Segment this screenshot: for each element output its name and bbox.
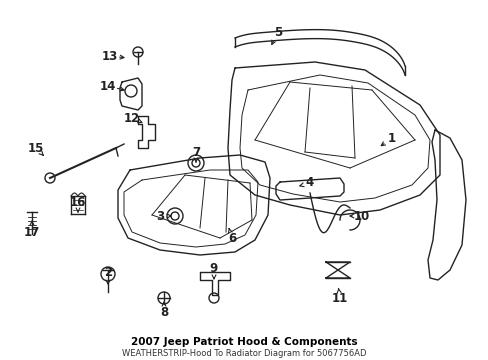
- Text: WEATHERSTRIP-Hood To Radiator Diagram for 5067756AD: WEATHERSTRIP-Hood To Radiator Diagram fo…: [122, 348, 366, 357]
- Text: 6: 6: [227, 231, 236, 244]
- Text: 4: 4: [305, 176, 313, 189]
- Text: 10: 10: [353, 210, 369, 222]
- Text: 2007 Jeep Patriot Hood & Components: 2007 Jeep Patriot Hood & Components: [131, 337, 357, 347]
- Text: 15: 15: [28, 141, 44, 154]
- Text: 17: 17: [24, 225, 40, 238]
- Text: 16: 16: [70, 195, 86, 208]
- Text: 7: 7: [192, 145, 200, 158]
- Text: 13: 13: [102, 49, 118, 63]
- Text: 9: 9: [209, 261, 218, 274]
- Text: 14: 14: [100, 80, 116, 93]
- Text: 12: 12: [123, 112, 140, 125]
- Text: 2: 2: [104, 266, 112, 279]
- Text: 3: 3: [156, 210, 164, 222]
- Text: 8: 8: [160, 306, 168, 320]
- Text: 1: 1: [387, 131, 395, 144]
- Text: 5: 5: [273, 26, 282, 39]
- Text: 11: 11: [331, 292, 347, 305]
